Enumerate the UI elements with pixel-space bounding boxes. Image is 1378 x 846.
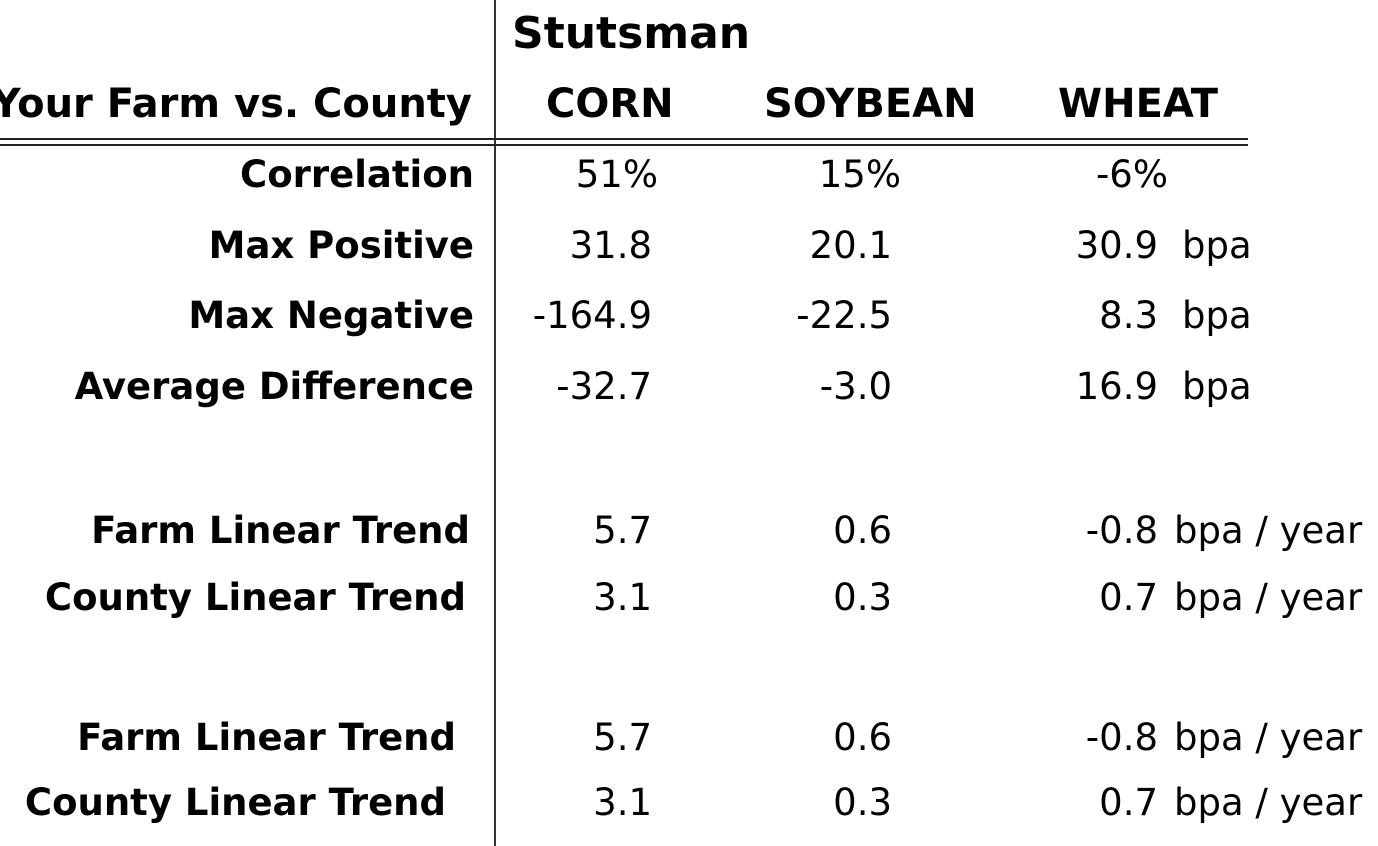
cell-wheat: 0.7 (1099, 781, 1158, 824)
cell-wheat: -6% (1095, 153, 1168, 196)
cell-unit: bpa / year (1174, 576, 1363, 619)
county-title: Stutsman (512, 8, 751, 59)
cell-unit: bpa / year (1174, 781, 1363, 824)
cell-corn: 31.8 (569, 224, 652, 267)
header-rule-bottom (0, 144, 1248, 146)
column-divider (494, 0, 496, 846)
cell-soybean: 0.3 (833, 781, 892, 824)
row-label: County Linear Trend (24, 781, 446, 824)
cell-soybean: -3.0 (819, 365, 892, 408)
cell-wheat: 8.3 (1099, 294, 1158, 337)
row-label: Max Positive (208, 224, 474, 267)
row-header-label: Your Farm vs. County (0, 81, 472, 127)
column-header-corn: CORN (546, 81, 674, 127)
cell-unit: bpa (1182, 365, 1252, 408)
cell-soybean: 0.6 (833, 509, 892, 552)
cell-unit: bpa (1182, 294, 1252, 337)
header-rule-top (0, 138, 1248, 140)
cell-corn: -32.7 (556, 365, 652, 408)
cell-wheat: -0.8 (1085, 716, 1158, 759)
row-label: Max Negative (188, 294, 474, 337)
cell-unit: bpa / year (1174, 509, 1363, 552)
cell-soybean: 15% (818, 153, 901, 196)
cell-corn: 51% (575, 153, 658, 196)
cell-wheat: -0.8 (1085, 509, 1158, 552)
column-header-wheat: WHEAT (1058, 81, 1219, 127)
cell-soybean: 20.1 (809, 224, 892, 267)
cell-corn: -164.9 (532, 294, 652, 337)
row-label: Farm Linear Trend (77, 716, 456, 759)
cell-soybean: -22.5 (796, 294, 892, 337)
row-label: Average Difference (74, 365, 474, 408)
cell-corn: 3.1 (593, 576, 652, 619)
cell-wheat: 30.9 (1075, 224, 1158, 267)
row-label: Correlation (240, 153, 474, 196)
cell-unit: bpa (1182, 224, 1252, 267)
cell-soybean: 0.3 (833, 576, 892, 619)
cell-corn: 5.7 (593, 716, 652, 759)
row-label: Farm Linear Trend (91, 509, 470, 552)
cell-wheat: 0.7 (1099, 576, 1158, 619)
cell-corn: 3.1 (593, 781, 652, 824)
cell-soybean: 0.6 (833, 716, 892, 759)
column-header-soybean: SOYBEAN (764, 81, 977, 127)
row-label: County Linear Trend (44, 576, 466, 619)
cell-wheat: 16.9 (1075, 365, 1158, 408)
cell-corn: 5.7 (593, 509, 652, 552)
cell-unit: bpa / year (1174, 716, 1363, 759)
